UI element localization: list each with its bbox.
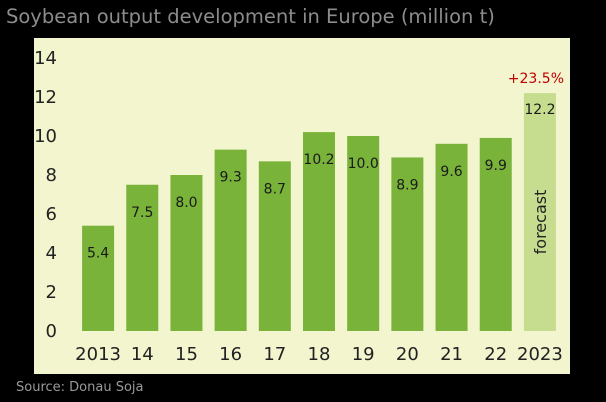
- x-tick-label: 14: [131, 344, 154, 365]
- x-tick-label: 17: [263, 344, 286, 365]
- bar: [170, 175, 203, 331]
- data-label: 8.0: [175, 195, 197, 211]
- x-tick-label: 16: [219, 344, 242, 365]
- y-tick-label: 12: [34, 87, 57, 108]
- y-tick-label: 10: [34, 126, 57, 147]
- y-tick-label: 4: [46, 243, 57, 264]
- y-tick-label: 0: [46, 321, 57, 342]
- data-label: 10.2: [303, 152, 334, 168]
- bar: [126, 184, 159, 331]
- x-tick-label: 2013: [75, 344, 121, 365]
- data-labels: 5.4 7.5 8.0 9.3 8.7 10.2 10.0 8.9 9.6 9.9 12.2: [87, 102, 556, 262]
- x-tick-label: 18: [308, 344, 331, 365]
- bar-forecast: [523, 93, 556, 331]
- x-tick-label: 22: [484, 344, 507, 365]
- y-tick-label: 2: [46, 282, 57, 303]
- bars: [82, 93, 556, 331]
- y-tick-label: 8: [46, 165, 57, 186]
- data-label: 9.3: [220, 170, 242, 186]
- bar: [347, 136, 380, 331]
- growth-annotation: +23.5%: [508, 71, 564, 87]
- bar: [82, 225, 115, 331]
- forecast-label: forecast: [531, 190, 550, 255]
- x-tick-label: 15: [175, 344, 198, 365]
- bar: [391, 157, 424, 331]
- data-label: 8.9: [396, 177, 418, 193]
- data-label: 10.0: [348, 156, 379, 172]
- data-label: 12.2: [524, 102, 555, 118]
- x-axis-ticks: 2013 14 15 16 17 18 19 20 21 22 2023: [75, 344, 563, 365]
- bar: [435, 143, 468, 331]
- x-tick-label: 20: [396, 344, 419, 365]
- y-tick-label: 6: [46, 204, 57, 225]
- chart-title: Soybean output development in Europe (mi…: [6, 5, 495, 28]
- x-tick-label: 2023: [517, 344, 563, 365]
- x-tick-label: 19: [352, 344, 375, 365]
- bar: [303, 132, 335, 331]
- data-label: 5.4: [87, 246, 109, 262]
- bar: [479, 137, 512, 331]
- annotations: +23.5% forecast: [508, 71, 564, 254]
- y-axis-ticks: 0 2 4 6 8 10 12 14: [34, 48, 57, 342]
- source-note: Source: Donau Soja: [16, 380, 144, 395]
- data-label: 7.5: [131, 205, 153, 221]
- bar: [214, 149, 247, 331]
- data-label: 9.9: [485, 158, 507, 174]
- data-label: 8.7: [264, 181, 286, 197]
- bar: [258, 161, 291, 331]
- data-label: 9.6: [440, 164, 462, 180]
- y-tick-label: 14: [34, 48, 57, 69]
- x-tick-label: 21: [440, 344, 463, 365]
